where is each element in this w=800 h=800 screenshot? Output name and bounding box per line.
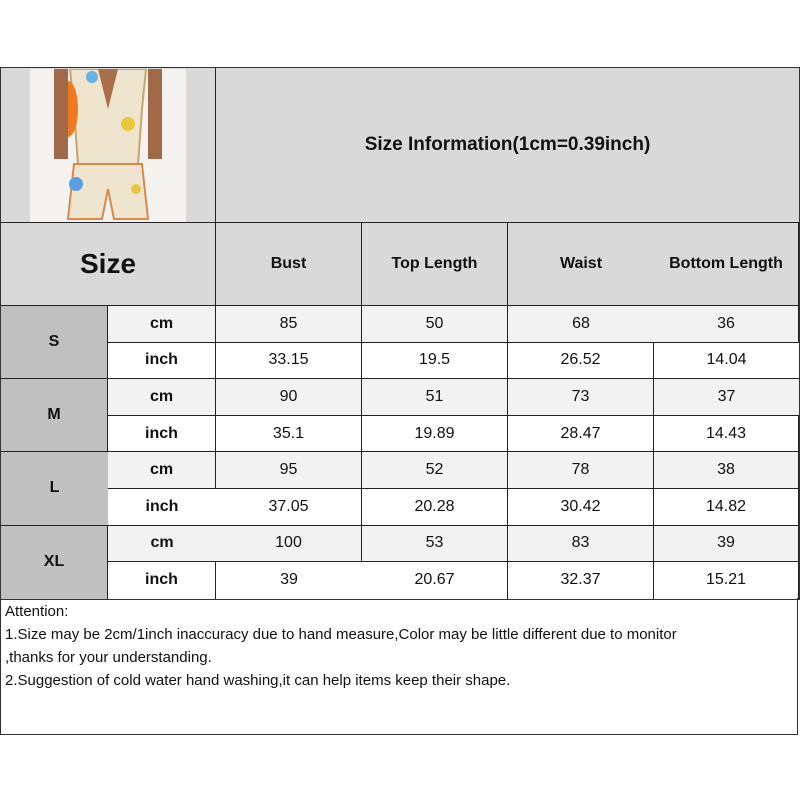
measurement-cell: 26.52: [508, 342, 654, 380]
product-photo-cell: [1, 68, 216, 223]
measurement-cell: 53: [362, 525, 508, 563]
measurement-cell: 50: [362, 306, 508, 343]
unit-label: cm: [108, 525, 216, 563]
measurement-cell: 19.89: [362, 415, 508, 453]
measurement-cell: 28.47: [508, 415, 654, 453]
unit-label: inch: [108, 415, 216, 453]
measurement-cell: 83: [508, 525, 654, 563]
size-label: M: [1, 379, 108, 453]
measurement-cell: 33.15: [216, 342, 362, 380]
measurement-cell: 37: [654, 379, 799, 416]
product-photo: [30, 68, 186, 222]
unit-label: inch: [108, 488, 216, 526]
measurement-cell: 68: [508, 306, 654, 343]
measurement-cell: 14.82: [654, 488, 799, 526]
attention-line: ,thanks for your understanding.: [5, 649, 212, 666]
measurement-cell: 30.42: [508, 488, 654, 526]
size-table: Size Information(1cm=0.39inch) Size Bust…: [1, 68, 799, 599]
measurement-cell: 78: [508, 452, 654, 489]
measurement-cell: 37.05: [216, 488, 362, 526]
column-header: Waist: [508, 223, 654, 306]
measurement-cell: 51: [362, 379, 508, 416]
measurement-cell: 35.1: [216, 415, 362, 453]
attention-line: 2.Suggestion of cold water hand washing,…: [5, 672, 511, 689]
measurement-cell: 14.04: [654, 342, 799, 380]
measurement-cell: 19.5: [362, 342, 508, 380]
column-header: Bust: [216, 223, 362, 306]
size-chart: Size Information(1cm=0.39inch) Size Bust…: [0, 67, 800, 600]
measurement-cell: 36: [654, 306, 799, 343]
measurement-cell: 52: [362, 452, 508, 489]
attention-heading: Attention:: [5, 603, 69, 620]
chart-title: Size Information(1cm=0.39inch): [216, 68, 799, 223]
measurement-cell: 39: [654, 525, 799, 563]
unit-label: cm: [108, 452, 216, 489]
size-label: L: [1, 452, 108, 526]
measurement-cell: 20.67: [362, 562, 508, 599]
unit-label: cm: [108, 306, 216, 343]
measurement-cell: 90: [216, 379, 362, 416]
size-label: XL: [1, 525, 108, 599]
measurement-cell: 85: [216, 306, 362, 343]
measurement-cell: 95: [216, 452, 362, 489]
measurement-cell: 32.37: [508, 562, 654, 599]
measurement-cell: 38: [654, 452, 799, 489]
unit-label: cm: [108, 379, 216, 416]
size-header: Size: [1, 223, 216, 306]
measurement-cell: 20.28: [362, 488, 508, 526]
column-header: Bottom Length: [654, 223, 799, 306]
unit-label: inch: [108, 562, 216, 599]
unit-label: inch: [108, 342, 216, 380]
measurement-cell: 100: [216, 525, 362, 563]
measurement-cell: 39: [216, 562, 362, 599]
attention-line: 1.Size may be 2cm/1inch inaccuracy due t…: [5, 626, 677, 643]
column-header: Top Length: [362, 223, 508, 306]
measurement-cell: 73: [508, 379, 654, 416]
attention-note: Attention: 1.Size may be 2cm/1inch inacc…: [0, 598, 798, 735]
measurement-cell: 15.21: [654, 562, 799, 599]
size-label: S: [1, 306, 108, 380]
measurement-cell: 14.43: [654, 415, 799, 453]
